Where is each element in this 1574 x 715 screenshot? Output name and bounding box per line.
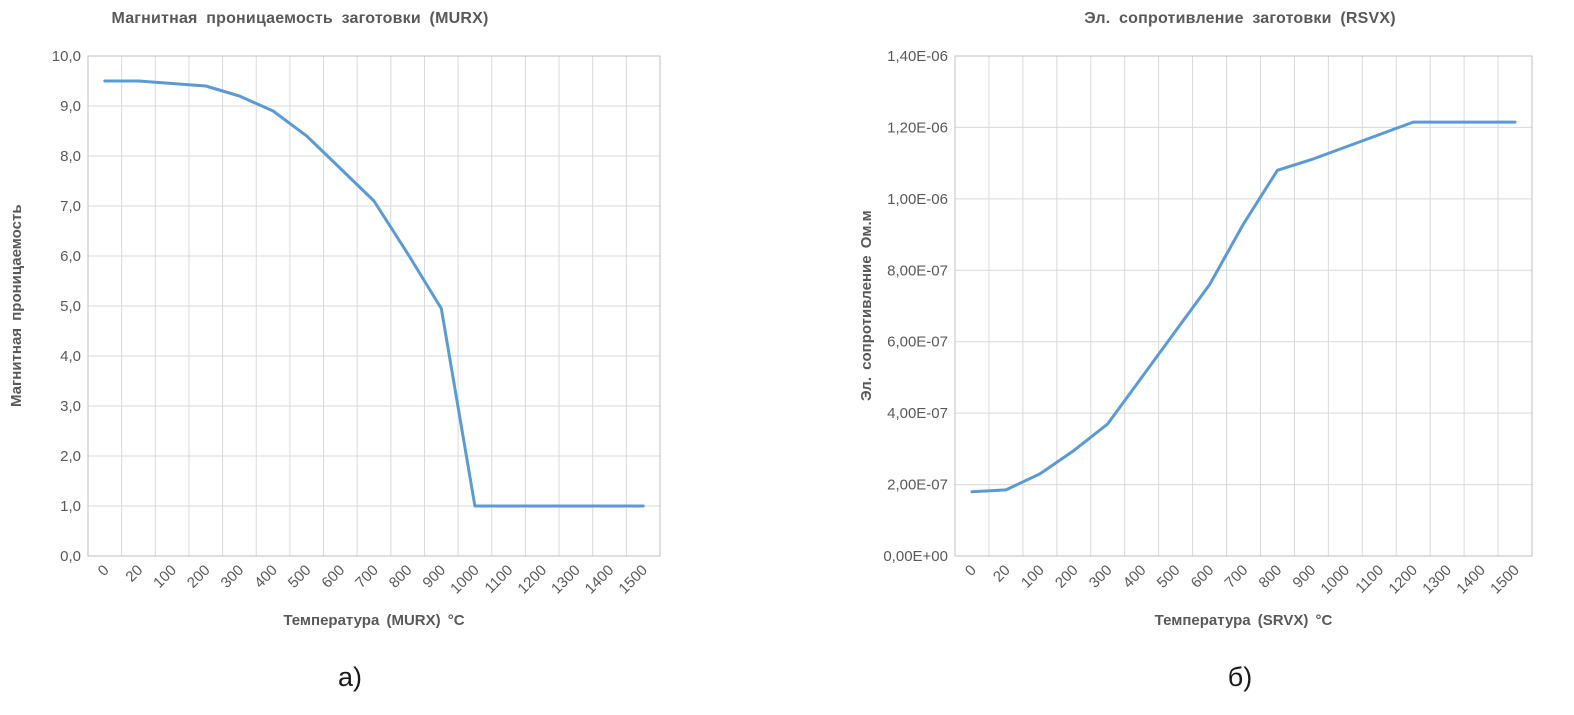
x-tick-label: 400 [1120, 562, 1150, 592]
x-tick-label: 1200 [514, 562, 550, 598]
y-tick-label: 1,20E-06 [887, 119, 948, 136]
x-tick-label: 800 [386, 562, 416, 592]
x-tick-label: 300 [1086, 562, 1116, 592]
x-tick-label: 300 [218, 562, 248, 592]
y-tick-label: 7,0 [60, 198, 81, 215]
x-tick-label: 600 [1188, 562, 1218, 592]
y-tick-label: 3,0 [60, 398, 81, 415]
x-tick-label: 1000 [447, 562, 483, 598]
x-tick-label: 1000 [1318, 562, 1354, 598]
murx-chart-title: Магнитная проницаемость заготовки (MURX) [111, 10, 489, 27]
series-line [970, 120, 1517, 494]
y-tick-label: 4,00E-07 [887, 405, 948, 422]
rsvx-x-axis-title: Температура (SRVX) °C [1154, 612, 1333, 629]
y-tick-label: 6,00E-07 [887, 334, 948, 351]
y-tick-label: 1,40E-06 [887, 48, 948, 65]
plot-border [954, 55, 1533, 557]
plot-border [87, 55, 661, 557]
y-tick-label: 2,00E-07 [887, 477, 948, 494]
x-tick-label: 1400 [582, 562, 618, 598]
x-tick-label: 0 [95, 562, 113, 580]
x-tick-label: 0 [962, 562, 980, 580]
x-tick-label: 1100 [482, 562, 517, 597]
y-tick-label: 9,0 [60, 98, 81, 115]
x-tick-label: 1500 [615, 562, 651, 598]
y-tick-label: 1,00E-06 [887, 191, 948, 208]
murx-plot-area: 0,01,02,03,04,05,06,07,08,09,010,00 20 100… [52, 48, 661, 598]
x-tick-label: 200 [1052, 562, 1082, 592]
x-tick-label: 700 [1222, 562, 1252, 592]
rsvx-plot-area: 0,00E+00 2,00E-07 4,00E-07 6,00E-07 8,00E-07… [883, 48, 1533, 598]
x-tick-label: 500 [1154, 562, 1184, 592]
x-tick-label: 1500 [1487, 562, 1523, 598]
y-tick-label: 8,0 [60, 148, 81, 165]
x-tick-label: 500 [285, 562, 315, 592]
y-tick-label: 8,00E-07 [887, 262, 948, 279]
y-tick-label: 2,0 [60, 448, 81, 465]
series-line [103, 79, 645, 508]
x-tick-label: 600 [318, 562, 348, 592]
x-tick-label: 100 [1018, 562, 1048, 592]
x-tick-label: 1300 [548, 562, 584, 598]
x-tick-label: 700 [352, 562, 382, 592]
y-tick-label: 1,0 [60, 498, 81, 515]
x-tick-label: 100 [150, 562, 180, 592]
x-tick-label: 400 [251, 562, 281, 592]
x-tick-label: 800 [1256, 562, 1286, 592]
rsvx-chart-title: Эл. сопротивление заготовки (RSVX) [1084, 10, 1396, 27]
x-tick-label: 200 [184, 562, 214, 592]
y-tick-label: 4,0 [60, 348, 81, 365]
murx-x-axis-title: Температура (MURX) °C [283, 612, 465, 629]
x-tick-label: 1100 [1352, 562, 1387, 597]
murx-caption: а) [337, 662, 362, 692]
x-tick-label: 20 [122, 562, 146, 586]
y-tick-label: 6,0 [60, 248, 81, 265]
x-tick-label: 1300 [1419, 562, 1455, 598]
rsvx-caption: б) [1227, 662, 1253, 692]
x-tick-label: 900 [419, 562, 449, 592]
x-tick-label: 1400 [1453, 562, 1489, 598]
y-tick-label: 0,00E+00 [883, 548, 948, 565]
y-tick-label: 5,0 [60, 298, 81, 315]
y-tick-label: 10,0 [52, 48, 81, 65]
x-tick-label: 1200 [1385, 562, 1421, 598]
x-tick-label: 900 [1289, 562, 1319, 592]
y-tick-label: 0,0 [60, 548, 81, 565]
x-tick-label: 20 [990, 562, 1014, 586]
